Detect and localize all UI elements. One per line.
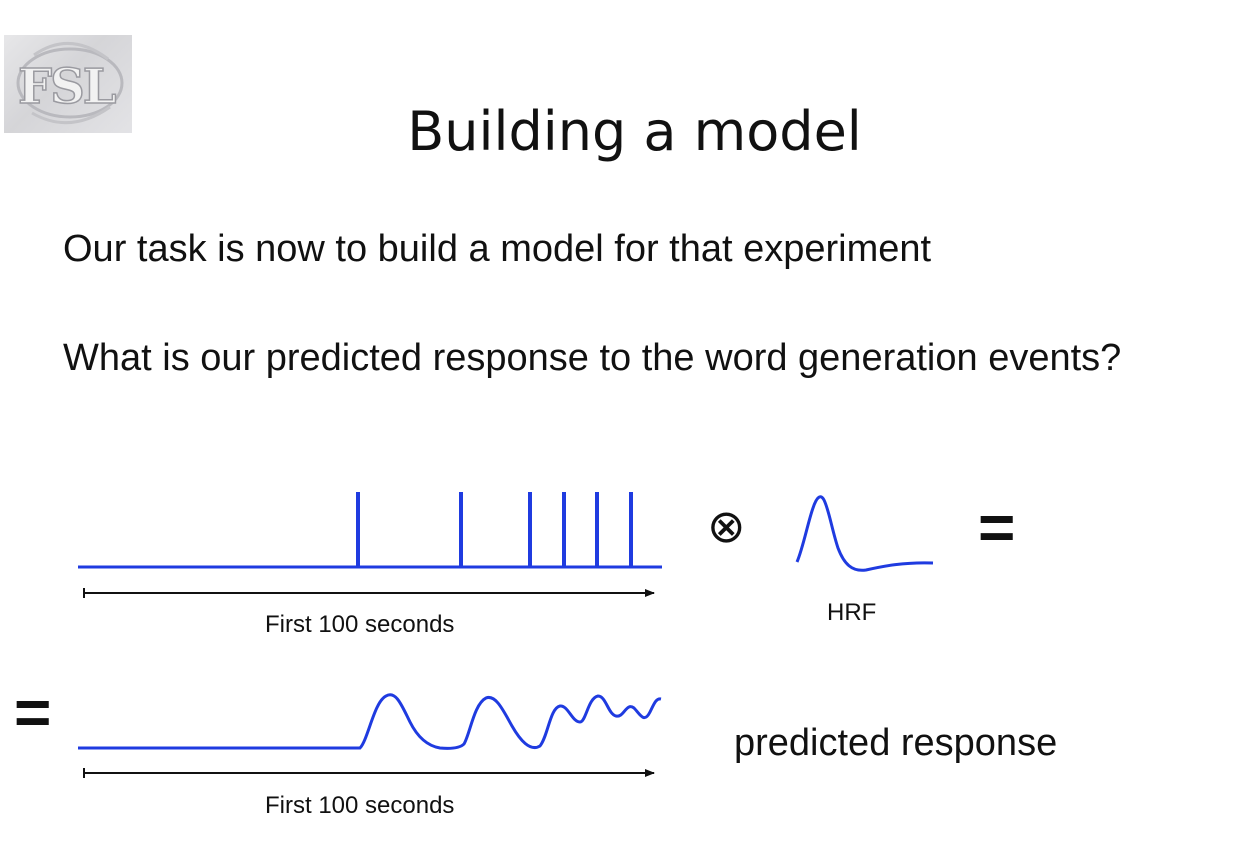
equals-symbol-left: = (14, 676, 52, 748)
stimulus-axis-label: First 100 seconds (265, 611, 455, 638)
predicted-response-curve (78, 693, 662, 750)
fsl-logo-emblem (16, 42, 124, 125)
fsl-logo-text: FSL (17, 58, 117, 116)
equals-symbol-right: = (978, 491, 1016, 563)
time-axis-response (83, 768, 655, 778)
time-axis-stimulus (83, 588, 655, 598)
hrf-label: HRF (827, 599, 877, 626)
slide-title: Building a model (407, 100, 862, 163)
stimulus-train (78, 492, 662, 569)
fsl-logo: FSL (4, 35, 132, 133)
bullet-task: Our task is now to build a model for tha… (63, 228, 932, 270)
response-axis-label: First 100 seconds (265, 792, 455, 819)
bullet-question: What is our predicted response to the wo… (63, 337, 1122, 379)
predicted-response-label: predicted response (734, 722, 1058, 764)
hrf-curve (795, 495, 934, 572)
convolution-symbol: ⊗ (707, 499, 746, 553)
